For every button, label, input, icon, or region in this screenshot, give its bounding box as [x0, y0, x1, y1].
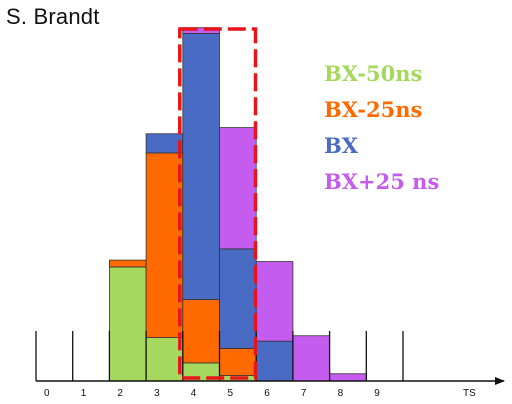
- bar-bx-ts-4: [182, 33, 220, 300]
- bar-bx-25ns-ts-2: [109, 259, 147, 268]
- bar-bx-25ns-ts-5: [219, 348, 257, 376]
- tick-label-4: 4: [191, 388, 197, 399]
- bar-bx-25ns-ts-4: [182, 299, 220, 364]
- bars-layer: [109, 27, 367, 382]
- legend-entry-bx: BX: [324, 133, 359, 158]
- tick-label-0: 0: [44, 388, 50, 399]
- bar-bx-25-ns-ts-6: [255, 261, 294, 342]
- bar-bx-50ns-ts-2: [109, 266, 147, 382]
- bar-bx-25-ns-ts-5: [219, 127, 257, 250]
- tick-label-1: 1: [81, 388, 87, 399]
- bar-bx-ts-6: [255, 340, 294, 382]
- bar-bx-25ns-ts-3: [145, 152, 184, 338]
- axis-end-label: TS: [463, 388, 476, 399]
- author-name: S. Brandt: [6, 4, 100, 29]
- legend-entry-bx-25-ns: BX+25 ns: [324, 169, 439, 194]
- tick-label-3: 3: [154, 388, 160, 399]
- bar-bx-ts-5: [219, 248, 257, 349]
- legend-entry-bx-50ns: BX-50ns: [324, 61, 422, 86]
- tick-label-7: 7: [301, 388, 307, 399]
- bar-bx-25-ns-ts-8: [329, 373, 367, 382]
- tick-label-5: 5: [228, 388, 234, 399]
- legend: BX-50ns BX-25ns BX BX+25 ns: [324, 61, 439, 194]
- tick-label-6: 6: [264, 388, 270, 399]
- bar-bx-ts-3: [145, 133, 184, 154]
- tick-label-8: 8: [338, 388, 344, 399]
- x-axis: 0 1 2 3 4 5 6 7 8 9 TS: [35, 331, 505, 399]
- bar-bx-50ns-ts-3: [145, 337, 184, 382]
- tick-label-2: 2: [117, 388, 123, 399]
- highlight-box: [178, 27, 258, 380]
- bar-bx-25-ns-ts-7: [292, 335, 330, 382]
- tick-label-9: 9: [374, 388, 380, 399]
- highlight-layer: [178, 27, 258, 380]
- legend-entry-bx-25ns: BX-25ns: [324, 97, 422, 122]
